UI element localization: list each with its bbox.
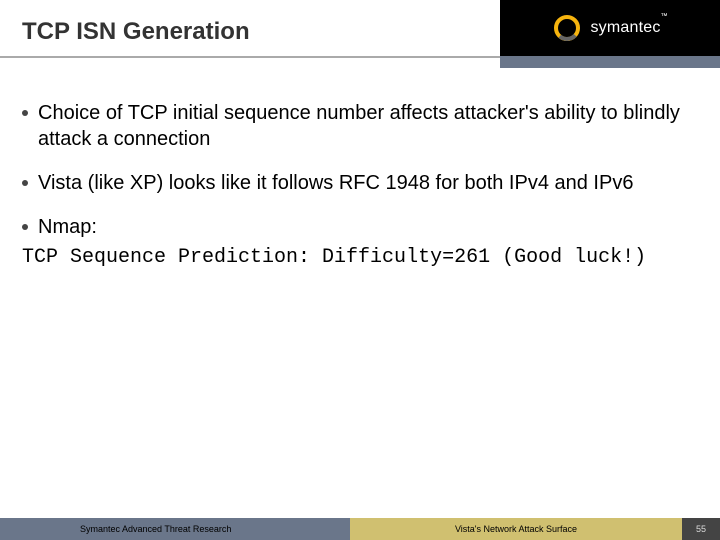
trademark-symbol: ™ xyxy=(661,13,668,20)
bullet-dot-icon xyxy=(22,110,28,116)
footer-page: 55 xyxy=(682,518,720,540)
header-rule-accent xyxy=(500,56,720,68)
footer-left: Symantec Advanced Threat Research xyxy=(0,518,350,540)
footer-mid: Vista's Network Attack Surface xyxy=(350,518,682,540)
list-item: Vista (like XP) looks like it follows RF… xyxy=(22,170,698,196)
slide: TCP ISN Generation symantec™ xyxy=(0,0,720,540)
bullet-dot-icon xyxy=(22,224,28,230)
brand-logo: symantec™ xyxy=(552,13,667,43)
symantec-ring-icon xyxy=(552,13,582,43)
code-output: TCP Sequence Prediction: Difficulty=261 … xyxy=(22,244,698,271)
footer-left-text: Symantec Advanced Threat Research xyxy=(80,524,231,534)
bullet-dot-icon xyxy=(22,180,28,186)
bullet-text: Choice of TCP initial sequence number af… xyxy=(38,100,698,152)
footer: Symantec Advanced Threat Research Vista'… xyxy=(0,518,720,540)
brand-name: symantec™ xyxy=(590,19,667,37)
list-item: Choice of TCP initial sequence number af… xyxy=(22,100,698,152)
page-title: TCP ISN Generation xyxy=(0,10,250,46)
bullet-text: Vista (like XP) looks like it follows RF… xyxy=(38,170,633,196)
logo-band: symantec™ xyxy=(500,0,720,56)
header: TCP ISN Generation symantec™ xyxy=(0,0,720,72)
list-item: Nmap: xyxy=(22,214,698,240)
footer-mid-text: Vista's Network Attack Surface xyxy=(455,524,577,534)
brand-text: symantec xyxy=(590,19,660,36)
bullet-text: Nmap: xyxy=(38,214,97,240)
page-number: 55 xyxy=(696,524,706,534)
content-area: Choice of TCP initial sequence number af… xyxy=(22,100,698,271)
header-rule xyxy=(0,56,720,68)
